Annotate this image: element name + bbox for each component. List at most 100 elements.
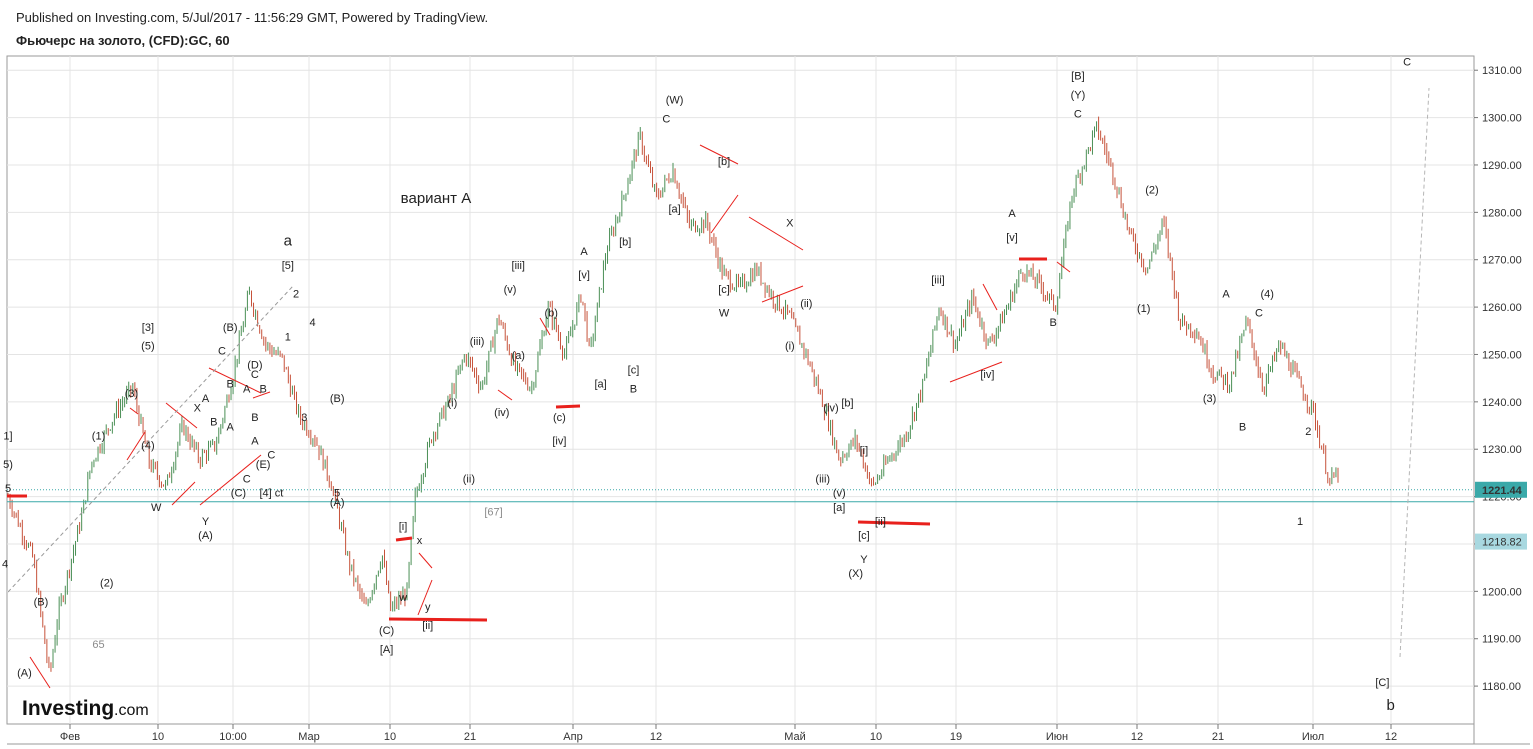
wave-label: (c) — [553, 412, 566, 424]
wave-label: C — [251, 369, 259, 381]
wave-label: (4) — [1260, 289, 1273, 301]
x-tick-label: Июн — [1046, 731, 1068, 743]
wave-label: b — [1386, 697, 1394, 714]
investing-logo: Investing .com — [22, 697, 149, 720]
wave-label: C — [243, 473, 251, 485]
wave-label: (iii) — [815, 473, 830, 485]
wave-label: A — [243, 383, 251, 395]
y-tick-label: 1260.00 — [1482, 302, 1522, 314]
wave-label: B — [227, 379, 234, 391]
annotation-line — [982, 283, 998, 311]
wave-label: (3) — [1203, 393, 1216, 405]
wave-label: 4 — [309, 317, 315, 329]
wave-label: (B) — [330, 393, 345, 405]
wave-label: [c] — [858, 530, 870, 542]
wave-label: A — [1008, 208, 1016, 220]
x-tick-label: 10 — [152, 731, 164, 743]
wave-label: (iii) — [470, 336, 485, 348]
x-tick-label: 10:00 — [219, 731, 247, 743]
wave-label: a — [284, 233, 293, 250]
wave-label: [A] — [380, 644, 393, 656]
wave-label: 3 — [301, 412, 307, 424]
published-note: Published on Investing.com, 5/Jul/2017 -… — [16, 10, 489, 25]
wave-label: 5) — [3, 459, 13, 471]
wave-label: [i] — [399, 521, 408, 533]
x-tick-label: 19 — [950, 731, 962, 743]
annotation-line — [418, 552, 433, 569]
wave-label: W — [719, 308, 730, 320]
wave-label: (A) — [330, 497, 345, 509]
wave-label: W — [151, 502, 162, 514]
annotation-line — [497, 389, 513, 401]
wave-label: B — [1050, 317, 1057, 329]
annotation-line — [761, 285, 804, 303]
wave-label: (B) — [223, 322, 238, 334]
wave-label: [3] — [142, 322, 154, 334]
wave-label: y — [425, 601, 431, 613]
wave-label: [iii] — [512, 260, 525, 272]
wave-label: x — [417, 535, 423, 547]
wave-label: Y — [860, 554, 868, 566]
wave-label: вариант A — [401, 190, 472, 207]
last-price-tag — [1475, 481, 1527, 498]
annotation-line — [699, 144, 739, 165]
annotation-line — [710, 194, 739, 234]
y-tick-label: 1280.00 — [1482, 207, 1522, 219]
wave-label: A — [227, 421, 235, 433]
wave-label: B — [210, 417, 217, 429]
projection-line — [1399, 87, 1430, 658]
annotation-line — [252, 391, 271, 399]
x-tick-label: 12 — [1131, 731, 1143, 743]
annotation-line — [129, 407, 139, 415]
grid — [7, 56, 1474, 724]
chart-title: Фьючерс на золото, (CFD):GC, 60 — [16, 33, 230, 48]
logo-text: Investing — [22, 697, 114, 720]
y-tick-label: 1190.00 — [1482, 634, 1521, 646]
wave-label: (3) — [125, 388, 138, 400]
wave-label: (2) — [100, 578, 113, 590]
annotation-line — [748, 216, 804, 251]
wave-label: B — [259, 383, 266, 395]
annotation-line — [539, 317, 551, 336]
annotation-line — [555, 404, 581, 409]
x-tick-label: 21 — [1212, 731, 1224, 743]
wave-label: 65 — [92, 639, 104, 651]
annotation-line — [388, 617, 488, 622]
x-tick-label: 12 — [650, 731, 662, 743]
x-tick-label: Мар — [298, 731, 320, 743]
wave-label: 5 — [5, 483, 11, 495]
wave-label: (B) — [34, 597, 49, 609]
wave-label: C — [1403, 56, 1411, 68]
wave-label: 2 — [293, 289, 299, 301]
candles — [7, 116, 1339, 672]
x-tick-label: 10 — [384, 731, 396, 743]
wave-label: C — [1255, 308, 1263, 320]
wave-label: (iv) — [494, 407, 509, 419]
wave-label: [b] — [619, 237, 631, 249]
price-tags: 1221.44 1218.82 — [1475, 481, 1527, 550]
level-price-tag — [1475, 533, 1527, 550]
y-tick-label: 1300.00 — [1482, 113, 1522, 125]
wave-label: [iv] — [552, 435, 566, 447]
wave-label: (A) — [198, 530, 213, 542]
wave-label: C — [662, 113, 670, 125]
wave-label: [iii] — [931, 274, 944, 286]
y-axis: 1180.001190.001200.001210.001220.001230.… — [1474, 65, 1522, 693]
y-tick-label: 1250.00 — [1482, 349, 1522, 361]
wave-label: (C) — [379, 625, 394, 637]
y-tick-label: 1230.00 — [1482, 444, 1522, 456]
wave-label: X — [194, 402, 202, 414]
annotation-line — [949, 361, 1003, 383]
wave-label: (5) — [141, 341, 154, 353]
wave-label: (ii) — [463, 473, 475, 485]
y-tick-label: 1240.00 — [1482, 397, 1522, 409]
annotation-line — [395, 536, 413, 542]
annotation-line — [126, 431, 146, 461]
wave-label: (X) — [848, 568, 863, 580]
wave-label: [a] — [594, 379, 606, 391]
y-tick-label: 1310.00 — [1482, 65, 1522, 77]
wave-label: [a] — [833, 502, 845, 514]
x-tick-label: Май — [784, 731, 806, 743]
